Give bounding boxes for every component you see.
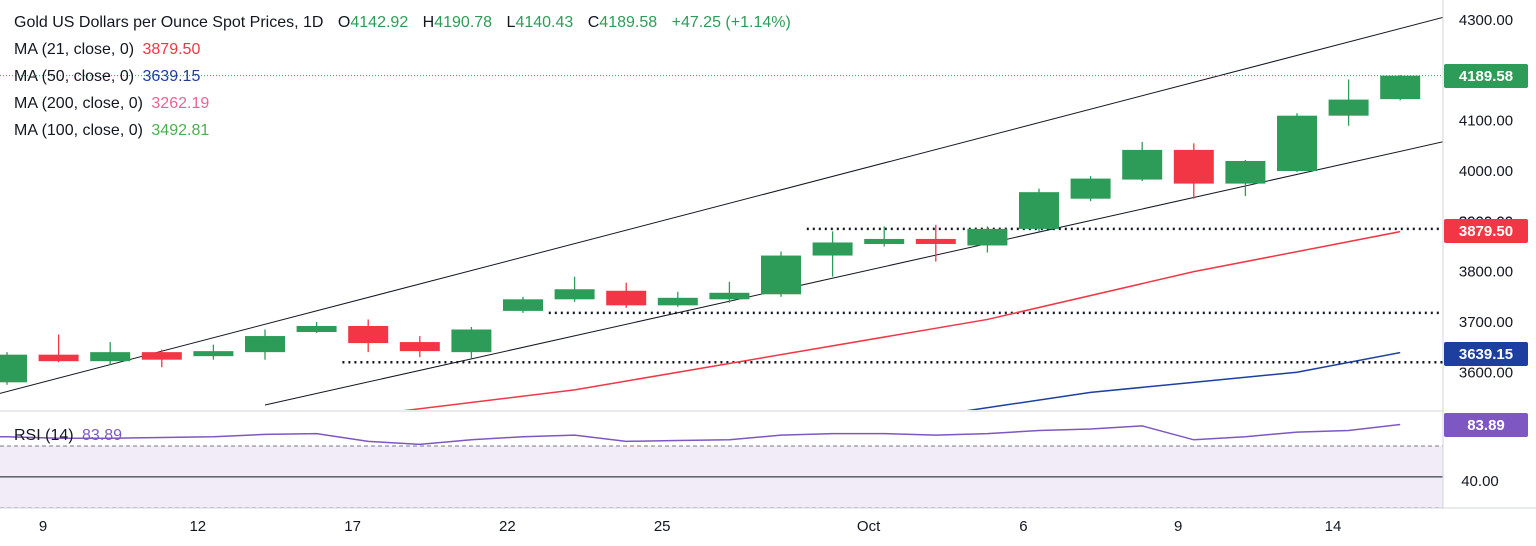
candle-up <box>296 325 337 333</box>
high-value: 4190.78 <box>434 14 493 31</box>
candle-up <box>1225 160 1266 184</box>
time-tick-label: 22 <box>499 518 516 535</box>
time-tick-label: 17 <box>344 518 361 535</box>
legend-ma21: MA (21, close, 0) 3879.50 <box>14 41 204 59</box>
time-tick-label: 9 <box>1174 518 1182 535</box>
price-tick-label: 4100.00 <box>1459 113 1513 130</box>
rsi-badge: 83.89 <box>1444 413 1528 437</box>
price-tick-label: 3800.00 <box>1459 264 1513 281</box>
open-label: O <box>337 14 351 31</box>
rsi-tick-label: 40.00 <box>1461 473 1499 490</box>
price-plot <box>0 16 1443 410</box>
rsi-value: 83.89 <box>82 427 123 444</box>
time-tick-label: 9 <box>39 518 47 535</box>
candle-up <box>554 289 595 300</box>
close-value: 4189.58 <box>599 14 658 31</box>
time-tick-label: 14 <box>1325 518 1342 535</box>
price-tick-label: 3700.00 <box>1459 314 1513 331</box>
candle-up <box>1380 75 1421 100</box>
ma21-line <box>403 230 1401 410</box>
candle-up <box>1122 149 1163 180</box>
candle-up <box>967 228 1008 246</box>
ma50-value: 3639.15 <box>142 68 201 85</box>
candle-down <box>1173 149 1214 184</box>
candle-up <box>1328 99 1369 116</box>
price-tick-label: 3600.00 <box>1459 364 1513 381</box>
price-tick-label: 4000.00 <box>1459 163 1513 180</box>
candle-up <box>1070 178 1111 199</box>
chart-title: Gold US Dollars per Ounce Spot Prices, 1… <box>14 14 324 31</box>
time-tick-label: 12 <box>189 518 206 535</box>
high-label: H <box>422 14 435 31</box>
ma50-line <box>966 351 1401 410</box>
rsi-pane <box>0 423 1443 509</box>
candle-up <box>193 351 234 357</box>
rsi-line <box>0 423 1401 446</box>
ma21-label: MA (21, close, 0) <box>14 41 135 58</box>
candle-up <box>709 292 750 300</box>
candle-up <box>245 336 285 353</box>
candle-down <box>399 342 440 352</box>
ma100-label: MA (100, close, 0) <box>14 122 143 139</box>
candle-up <box>503 299 543 311</box>
candle-up <box>451 329 492 353</box>
ma21-value: 3879.50 <box>142 41 201 58</box>
candle-down <box>915 238 956 244</box>
ma100-value: 3492.81 <box>151 122 210 139</box>
last-price-badge: 4189.58 <box>1444 64 1528 88</box>
low-label: L <box>506 14 516 31</box>
legend-ma50: MA (50, close, 0) 3639.15 <box>14 68 204 86</box>
candle-up <box>0 354 27 383</box>
legend-rsi: RSI (14) 83.89 <box>14 427 126 445</box>
rsi-label: RSI (14) <box>14 427 74 444</box>
candle-up <box>761 255 801 295</box>
price-tick-label: 4300.00 <box>1459 12 1513 29</box>
legend-ohlc-row: Gold US Dollars per Ounce Spot Prices, 1… <box>14 14 795 32</box>
candle-down <box>141 352 182 360</box>
ma50-badge: 3639.15 <box>1444 342 1528 366</box>
candle-down <box>38 354 79 362</box>
candle-up <box>657 297 698 306</box>
legend-ma200: MA (200, close, 0) 3262.19 <box>14 95 213 113</box>
price-pane <box>0 16 1443 410</box>
close-label: C <box>587 14 600 31</box>
time-tick-label: Oct <box>857 518 881 535</box>
ma200-value: 3262.19 <box>151 95 210 112</box>
candle-down <box>606 290 647 306</box>
change-value: +47.25 (+1.14%) <box>671 14 791 31</box>
ma50-label: MA (50, close, 0) <box>14 68 135 85</box>
candle-up <box>864 238 905 244</box>
low-value: 4140.43 <box>515 14 574 31</box>
candle-up <box>812 242 853 256</box>
trend-line-1 <box>0 16 1443 394</box>
time-tick-label: 25 <box>654 518 671 535</box>
legend-ma100: MA (100, close, 0) 3492.81 <box>14 122 213 140</box>
candle-up <box>90 352 131 362</box>
ma200-label: MA (200, close, 0) <box>14 95 143 112</box>
candle-down <box>348 325 389 344</box>
open-value: 4142.92 <box>350 14 409 31</box>
candle-up <box>1019 192 1059 229</box>
candle-up <box>1277 115 1317 172</box>
trend-line-2 <box>264 141 1443 406</box>
ma21-badge: 3879.50 <box>1444 219 1528 243</box>
time-tick-label: 6 <box>1019 518 1027 535</box>
